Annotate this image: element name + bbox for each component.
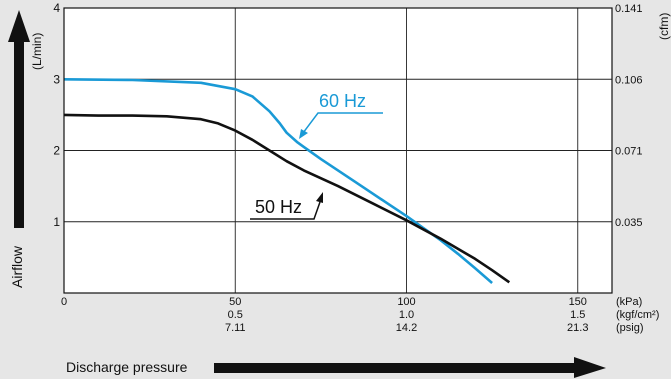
x-unit-label: (kPa) <box>616 296 642 308</box>
callout-arrowhead-50hz <box>316 192 323 203</box>
x-tick-label: 100 <box>397 296 415 308</box>
y-tick-label-right: 0.106 <box>615 74 643 86</box>
callout-line-60hz <box>302 112 383 134</box>
tick-labels: 1 2 3 4 (L/min) 0.035 0.071 0.106 0.141 (cfm) 0 500… <box>30 1 671 334</box>
airflow-arrow <box>8 10 30 228</box>
y-tick-label-right: 0.071 <box>615 146 643 158</box>
x-axis-label: Discharge pressure <box>66 359 188 375</box>
y-tick-label: 1 <box>53 215 60 229</box>
series-label-60hz: 60 Hz <box>319 91 366 111</box>
grid-lines <box>64 8 612 293</box>
series-line-50hz <box>63 113 511 284</box>
plot-border <box>63 7 613 294</box>
y-tick-label: 2 <box>53 144 60 158</box>
x-tick-label: 50 <box>229 296 241 308</box>
y-tick-label-right: 0.141 <box>615 3 643 15</box>
x-tick-label: 14.2 <box>396 322 417 334</box>
x-tick-label: 0.5 <box>228 309 243 321</box>
series-label-50hz: 50 Hz <box>255 197 302 217</box>
x-tick-label: 0 <box>61 296 67 308</box>
callout-line-50hz <box>250 201 321 220</box>
x-tick-label: 21.3 <box>567 322 588 334</box>
x-tick-label: 1.5 <box>570 309 585 321</box>
x-tick-label: 7.11 <box>225 322 246 334</box>
x-unit-label: (psig) <box>616 322 644 334</box>
y-unit-left: (L/min) <box>30 33 44 70</box>
x-tick-label: 150 <box>569 296 587 308</box>
x-tick-label: 1.0 <box>399 309 414 321</box>
y-tick-label: 3 <box>53 72 60 86</box>
discharge-pressure-arrow <box>214 357 606 378</box>
y-tick-label: 4 <box>53 1 60 15</box>
y-unit-right: (cfm) <box>657 13 671 40</box>
x-unit-label: (kgf/cm²) <box>616 309 659 321</box>
series-layer: 60 Hz 50 Hz <box>63 78 511 284</box>
y-axis-label: Airflow <box>9 245 25 288</box>
callout-arrowhead-60hz <box>299 129 308 139</box>
y-tick-label-right: 0.035 <box>615 217 643 229</box>
